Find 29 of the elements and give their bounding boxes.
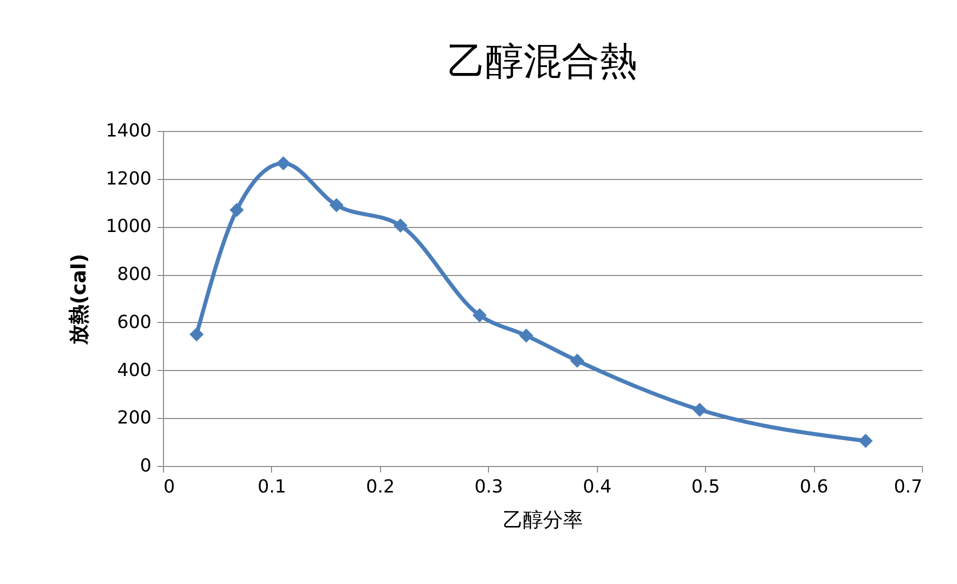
point [570,354,584,368]
y-tick-label: 800 [117,264,152,286]
point [329,198,344,212]
x-tick-label: 0.1 [258,476,286,498]
x-tick-label: 0.4 [582,476,612,498]
y-tick-label: 0 [140,456,152,476]
y-tick-label: 1400 [106,120,152,142]
point [858,434,873,448]
point [230,202,244,218]
y-tick-label: 600 [117,312,152,333]
x-tick-label: 0.5 [691,476,720,498]
x-tick-label: 0.3 [474,476,504,498]
x-tick-label: 0.7 [894,476,922,498]
y-tick-label: 1000 [106,216,152,238]
point [692,402,707,417]
y-axis-title: 放熱(cal) [66,254,91,346]
x-tick-label: 0 [164,476,175,498]
x-axis-title: 乙醇分率 [503,508,583,532]
x-tick-label: 0.6 [800,476,828,498]
y-tick-label: 1200 [106,168,152,190]
point [393,218,408,233]
point [190,327,204,342]
y-tick-label: 200 [117,408,152,429]
y-tick-label: 400 [117,360,152,381]
point [519,328,534,343]
x-tick-label: 0.2 [366,476,395,498]
point [276,156,290,170]
chart-title: 乙醇混合熱 [448,39,638,83]
point [472,308,487,322]
